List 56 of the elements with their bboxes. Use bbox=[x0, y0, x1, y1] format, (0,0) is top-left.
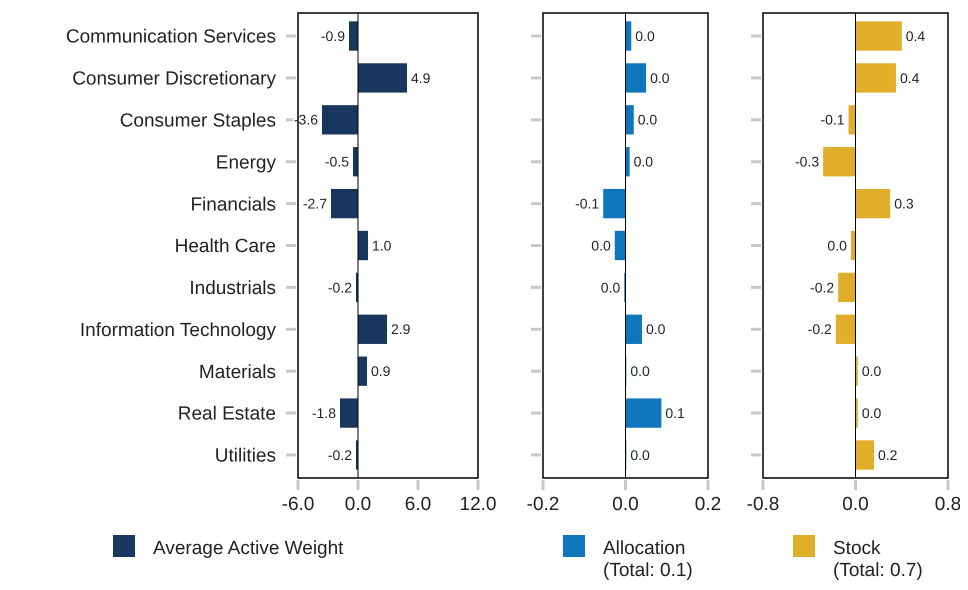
data-label: 0.0 bbox=[646, 321, 666, 338]
y-tick-label: Energy bbox=[216, 152, 276, 174]
data-label: 0.4 bbox=[900, 70, 920, 86]
y-tick-label: Communication Services bbox=[66, 26, 276, 48]
x-tick-label: -0.8 bbox=[746, 494, 780, 515]
y-tick-label: Consumer Staples bbox=[120, 110, 276, 132]
data-label: 0.3 bbox=[894, 196, 914, 212]
data-label: 0.0 bbox=[650, 70, 670, 86]
data-label: 0.0 bbox=[630, 446, 650, 463]
data-label: 0.0 bbox=[630, 363, 650, 380]
legend-label: Stock (Total: 0.7) bbox=[833, 538, 923, 581]
y-tick-label: Consumer Discretionary bbox=[72, 68, 276, 90]
data-label: 0.0 bbox=[827, 237, 848, 254]
x-tick-label: 0.0 bbox=[612, 494, 639, 515]
data-label: -1.8 bbox=[312, 404, 336, 421]
data-label: 0.9 bbox=[371, 363, 391, 380]
x-tick-label: -0.2 bbox=[526, 494, 560, 515]
data-label: 1.0 bbox=[372, 237, 392, 254]
x-tick-label: 0.0 bbox=[842, 494, 869, 515]
data-label: 4.9 bbox=[411, 70, 431, 86]
x-tick-label: -6.0 bbox=[282, 494, 314, 515]
y-tick-label: Utilities bbox=[214, 446, 276, 467]
data-label: 0.4 bbox=[906, 28, 926, 44]
y-tick-label: Health Care bbox=[174, 236, 276, 258]
data-label: 0.0 bbox=[862, 404, 882, 421]
x-tick-label: 0.2 bbox=[694, 494, 722, 515]
data-label: -0.3 bbox=[795, 154, 820, 170]
legend-label: Average Active Weight bbox=[153, 538, 344, 559]
y-tick-label: Information Technology bbox=[80, 320, 276, 341]
y-tick-label: Industrials bbox=[189, 278, 276, 300]
data-label: 0.2 bbox=[878, 446, 898, 463]
y-tick-label: Real Estate bbox=[178, 404, 276, 425]
data-label: -0.1 bbox=[575, 196, 600, 212]
data-label: 0.0 bbox=[600, 279, 620, 296]
data-label: 0.0 bbox=[591, 237, 611, 254]
y-tick-label: Financials bbox=[190, 194, 276, 216]
data-label: -0.2 bbox=[328, 446, 352, 463]
data-label: -0.1 bbox=[820, 112, 845, 128]
data-label: -2.7 bbox=[302, 196, 328, 212]
x-tick-label: 0.8 bbox=[934, 494, 962, 515]
data-label: 2.9 bbox=[391, 321, 411, 338]
x-tick-label: 12.0 bbox=[460, 494, 496, 515]
data-label: 0.0 bbox=[862, 363, 882, 380]
data-label: -0.2 bbox=[328, 279, 352, 296]
data-label: 0.0 bbox=[634, 154, 654, 170]
y-tick-label: Materials bbox=[198, 362, 276, 383]
data-label: -0.5 bbox=[324, 154, 350, 170]
x-tick-label: 0.0 bbox=[344, 494, 372, 515]
data-label: 0.1 bbox=[665, 404, 686, 421]
legend-label: Allocation (Total: 0.1) bbox=[603, 538, 693, 581]
data-label: -0.9 bbox=[320, 28, 346, 44]
data-label: 0.0 bbox=[638, 112, 658, 128]
data-label: -0.2 bbox=[808, 321, 832, 338]
data-label: -0.2 bbox=[810, 279, 834, 296]
x-tick-label: 6.0 bbox=[404, 494, 432, 515]
data-label: 0.0 bbox=[635, 28, 655, 44]
